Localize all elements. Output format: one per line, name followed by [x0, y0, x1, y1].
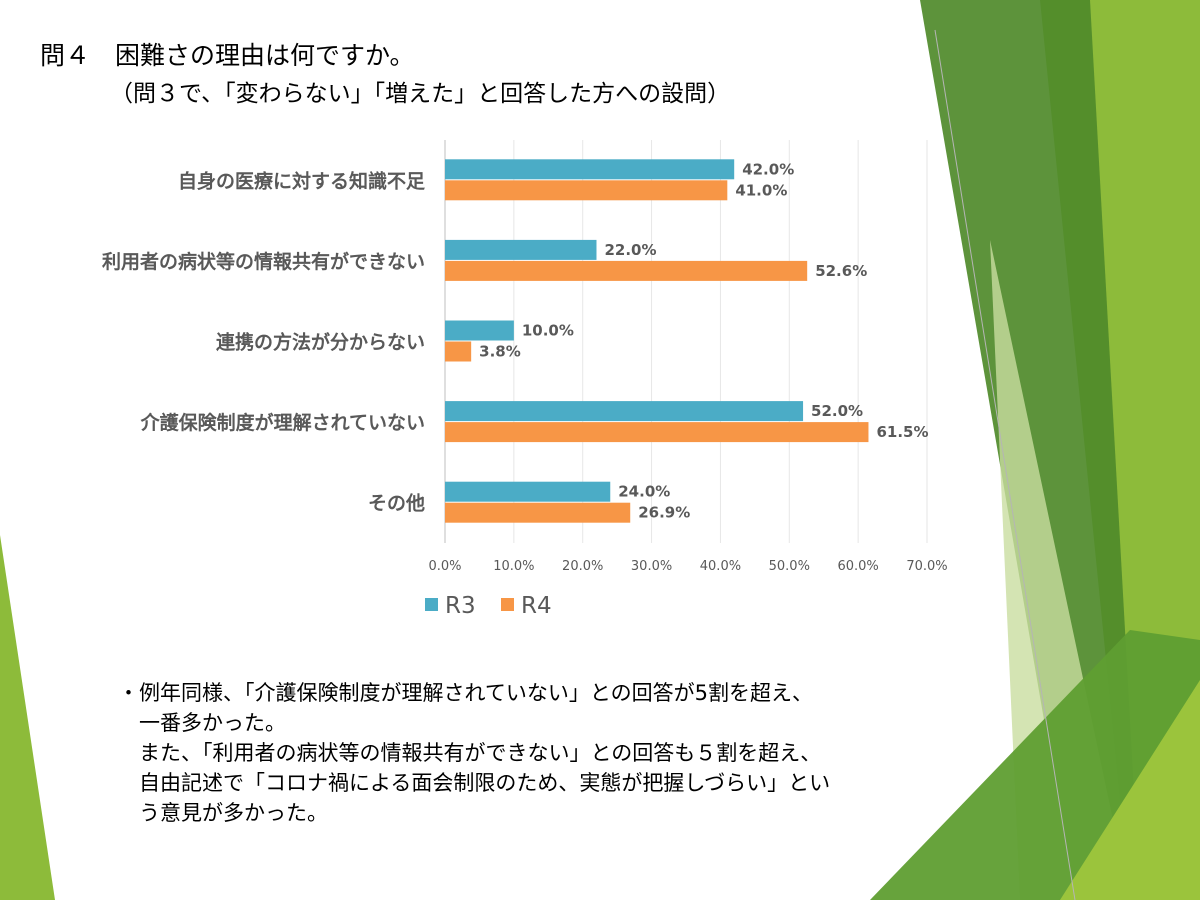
bar-r4	[445, 502, 631, 523]
summary-line: また、「利用者の病状等の情報共有ができない」との回答も５割を超え、	[118, 741, 822, 765]
bar-r4	[445, 180, 728, 201]
x-tick-label: 0.0%	[428, 559, 461, 574]
deco-shape-bottom-light	[1060, 680, 1200, 900]
bar-r4	[445, 341, 472, 362]
x-tick-label: 60.0%	[837, 559, 878, 574]
deco-line	[934, 29, 1076, 900]
legend-label: R3	[445, 593, 476, 619]
x-tick-label: 20.0%	[562, 559, 603, 574]
bar-r3	[445, 320, 514, 341]
bar-r4	[445, 422, 869, 443]
x-tick-label: 70.0%	[906, 559, 947, 574]
data-label: 22.0%	[604, 241, 656, 259]
bar-r3	[445, 481, 611, 502]
bar-r3	[445, 401, 804, 422]
category-label: 利用者の病状等の情報共有ができない	[102, 250, 425, 273]
x-tick-label: 30.0%	[631, 559, 672, 574]
data-label: 52.6%	[815, 262, 867, 280]
data-label: 42.0%	[742, 160, 794, 178]
legend-swatch-r3	[425, 598, 438, 611]
bar-r3	[445, 159, 735, 180]
data-label: 26.9%	[638, 504, 690, 522]
data-label: 41.0%	[735, 181, 787, 199]
category-label: 介護保険制度が理解されていない	[140, 411, 425, 434]
category-label: 連携の方法が分からない	[216, 331, 425, 354]
legend-swatch-r4	[501, 598, 514, 611]
x-tick-label: 10.0%	[493, 559, 534, 574]
bar-chart: 0.0% 10.0% 20.0% 30.0% 40.0% 50.0% 60.0% 70.0% 自…	[102, 140, 948, 619]
legend-label: R4	[521, 593, 552, 619]
data-label: 3.8%	[479, 343, 521, 361]
summary-text: ・例年同様、「介護保険制度が理解されていない」との回答が5割を超え、 一番多かっ…	[118, 678, 830, 828]
data-label: 61.5%	[876, 423, 928, 441]
data-label: 52.0%	[811, 402, 863, 420]
summary-line: ・例年同様、「介護保険制度が理解されていない」との回答が5割を超え、	[118, 681, 814, 705]
page-title: 問４ 困難さの理由は何ですか。	[40, 41, 415, 70]
category-label: その他	[368, 492, 425, 515]
data-label: 10.0%	[522, 322, 574, 340]
data-label: 24.0%	[618, 483, 670, 501]
summary-line: う意見が多かった。	[118, 801, 328, 825]
category-label: 自身の医療に対する知識不足	[178, 169, 426, 192]
page-subtitle: （問３で、「変わらない」「増えた」と回答した方への設問）	[110, 81, 731, 107]
bar-r4	[445, 260, 808, 281]
x-tick-label: 40.0%	[700, 559, 741, 574]
bar-r3	[445, 239, 597, 260]
x-tick-label: 50.0%	[769, 559, 810, 574]
deco-shape-left	[0, 535, 55, 900]
summary-line: 自由記述で「コロナ禍による面会制限のため、実態が把握しづらい」とい	[118, 771, 831, 795]
summary-line: 一番多かった。	[118, 711, 286, 735]
